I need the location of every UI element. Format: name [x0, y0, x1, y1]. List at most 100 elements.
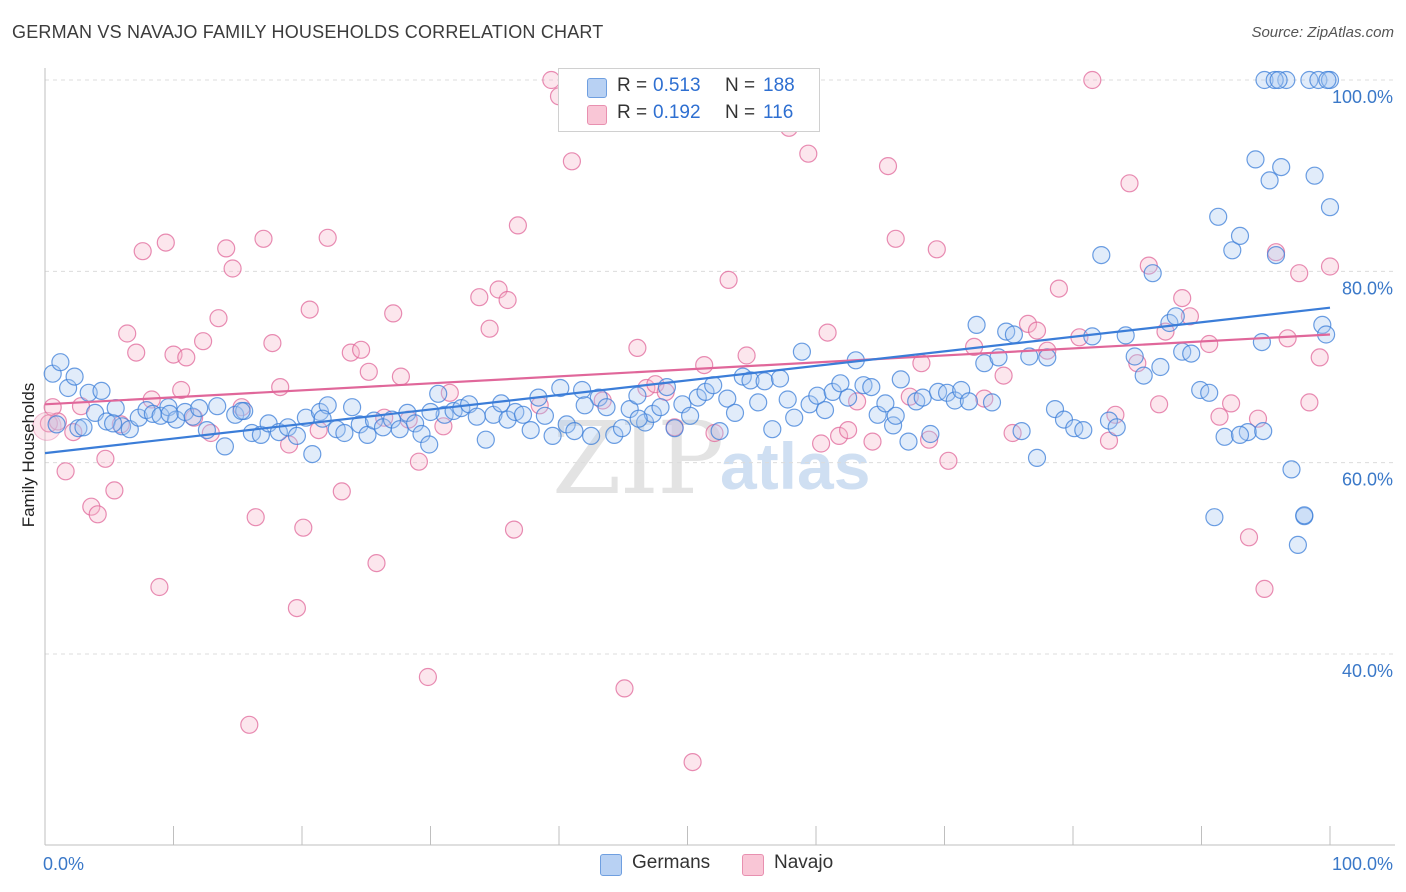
germans-point	[160, 404, 179, 423]
navajo-point	[332, 482, 351, 501]
navajo-point	[1210, 407, 1229, 426]
legend-r-value: 0.513	[653, 75, 701, 96]
germans-point	[1045, 400, 1065, 419]
tick-labels: 40.0% 60.0% 80.0% 100.0% 0.0% 100.0%	[43, 87, 1393, 874]
germans-point	[1004, 325, 1024, 344]
germans-point	[643, 404, 662, 423]
germans-point	[1230, 425, 1250, 444]
germans-point	[1020, 347, 1039, 366]
source-label: Source: ZipAtlas.com	[1251, 24, 1394, 41]
germans-point	[612, 419, 632, 438]
navajo-point	[1120, 174, 1139, 193]
germans-point	[959, 392, 979, 411]
navajo-point	[294, 518, 313, 537]
navajo-point	[240, 715, 259, 734]
germans-point	[770, 369, 790, 388]
germans-point	[535, 406, 555, 425]
chart-title: GERMAN VS NAVAJO FAMILY HOUSEHOLDS CORRE…	[12, 22, 604, 42]
navajo-point	[1290, 264, 1309, 283]
y-tick-label: 80.0%	[1342, 278, 1393, 298]
navajo-point	[1320, 257, 1340, 276]
axes	[44, 68, 1395, 846]
germans-point	[467, 407, 486, 426]
germans-point	[1205, 508, 1224, 527]
navajo-point	[811, 434, 831, 453]
germans-point	[1282, 460, 1301, 479]
germans-point	[913, 388, 932, 407]
navajo-point	[194, 332, 213, 351]
germans-point	[215, 437, 234, 456]
y-tick-label: 40.0%	[1342, 661, 1393, 681]
navajo-point	[847, 392, 867, 411]
germans-point	[1215, 427, 1234, 446]
navajo-point	[118, 324, 137, 343]
germans-point	[1143, 264, 1162, 283]
navajo-point	[470, 288, 489, 307]
germans-point	[1269, 70, 1288, 90]
navajo-point	[886, 229, 905, 248]
germans-point	[190, 399, 209, 418]
germans-point	[862, 378, 881, 397]
navajo-point	[1149, 395, 1169, 414]
navajo-point	[287, 598, 306, 618]
navajo-point	[82, 497, 101, 516]
germans-point	[208, 397, 227, 416]
germans-point	[1320, 198, 1340, 217]
navajo-point	[829, 426, 849, 445]
navajo-point	[217, 239, 236, 258]
bottom-legend-navajo-label: Navajo	[774, 852, 834, 873]
germans-point	[651, 398, 670, 417]
germans-point	[129, 408, 148, 427]
germans-point	[718, 389, 737, 408]
y-axis-label: Family Households	[19, 383, 38, 528]
navajo-point	[562, 152, 582, 171]
germans-point	[92, 381, 111, 400]
navajo-point	[254, 229, 273, 248]
legend-n-label: N =	[725, 102, 756, 123]
germans-point	[921, 424, 940, 444]
navajo-point	[1300, 393, 1319, 412]
germans-point	[103, 414, 123, 433]
navajo-point	[271, 378, 290, 397]
legend-box: R = 0.513 N = 188 R = 0.192 N = 116	[558, 68, 820, 132]
navajo-point	[799, 144, 818, 163]
germans-point	[232, 401, 251, 421]
navajo-point	[863, 432, 882, 451]
navajo-point	[480, 319, 499, 338]
germans-point	[1125, 347, 1144, 366]
germans-point	[1230, 226, 1250, 245]
germans-point	[1295, 506, 1314, 525]
germans-point	[51, 353, 70, 372]
navajo-point	[1027, 321, 1047, 340]
germans-point	[1166, 307, 1185, 326]
germans-point	[303, 445, 322, 464]
navajo-point	[719, 270, 738, 289]
germans-point	[886, 406, 905, 425]
germans-point	[710, 422, 729, 441]
germans-point	[335, 423, 354, 443]
germans-point	[755, 372, 774, 391]
germans-point	[435, 405, 454, 424]
germans-point	[74, 418, 93, 437]
navajo-point	[318, 228, 337, 247]
germans-point	[65, 367, 84, 386]
germans-point	[406, 414, 425, 433]
navajo-point	[994, 366, 1013, 385]
germans-point	[429, 384, 448, 403]
germans-point	[58, 378, 78, 398]
germans-point	[1223, 241, 1242, 260]
germans-point	[1260, 171, 1279, 190]
navajo-point	[919, 430, 939, 449]
navajo-point	[695, 356, 714, 375]
navajo-point	[96, 449, 115, 468]
navajo-point	[1173, 289, 1192, 308]
germans-point	[696, 382, 715, 401]
navajo-swatch	[742, 854, 764, 876]
germans-point	[1254, 422, 1273, 441]
germans-point	[1182, 344, 1201, 363]
legend-n-label: N =	[725, 75, 756, 96]
navajo-point	[818, 323, 837, 342]
navajo-point	[1180, 307, 1200, 326]
germans-point	[741, 371, 760, 390]
